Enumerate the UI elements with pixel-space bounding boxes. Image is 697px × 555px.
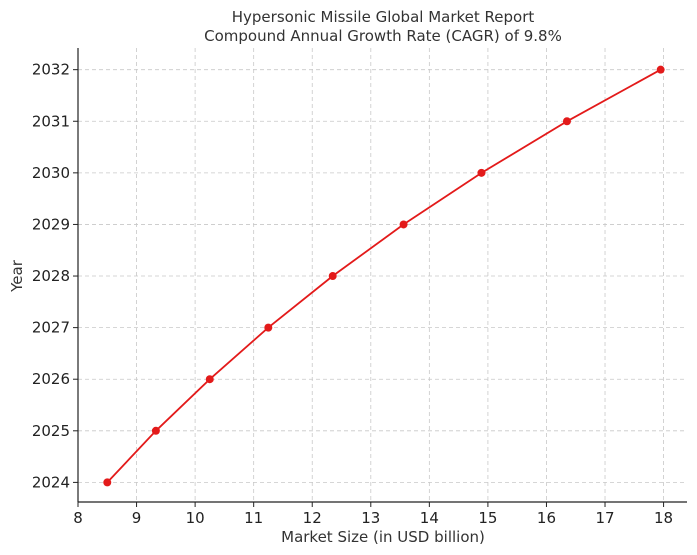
x-tick-label: 15 <box>478 509 497 527</box>
data-point <box>103 478 112 487</box>
data-point <box>205 375 214 384</box>
x-tick-label: 12 <box>303 509 322 527</box>
data-point <box>477 168 486 177</box>
x-tick-label: 17 <box>595 509 614 527</box>
x-tick-label: 16 <box>537 509 556 527</box>
y-tick-label: 2024 <box>32 473 70 491</box>
x-tick-label: 8 <box>73 509 83 527</box>
x-tick-label: 10 <box>186 509 205 527</box>
y-axis-label: Year <box>8 259 26 293</box>
x-tick-label: 9 <box>132 509 142 527</box>
x-tick-label: 14 <box>420 509 439 527</box>
ticks: 8 9 10 11 12 13 14 15 16 17 18 2024 2025 2026 2027 2028… <box>32 61 673 527</box>
data-point <box>151 426 160 435</box>
y-tick-label: 2027 <box>32 319 70 337</box>
y-tick-label: 2028 <box>32 267 70 285</box>
x-tick-label: 13 <box>361 509 380 527</box>
chart-title: Hypersonic Missile Global Market Report <box>232 8 535 26</box>
x-axis-label: Market Size (in USD billion) <box>281 528 485 546</box>
data-point <box>264 323 273 332</box>
x-tick-label: 11 <box>244 509 263 527</box>
data-point <box>562 117 571 126</box>
data-point <box>328 272 337 281</box>
axes <box>77 48 687 503</box>
chart-subtitle: Compound Annual Growth Rate (CAGR) of 9.… <box>204 27 562 45</box>
y-tick-label: 2029 <box>32 215 70 233</box>
x-tick-label: 18 <box>654 509 673 527</box>
grid <box>77 48 687 502</box>
series-layer <box>103 65 665 487</box>
y-tick-label: 2031 <box>32 112 70 130</box>
y-tick-label: 2026 <box>32 370 70 388</box>
data-point <box>656 65 665 74</box>
y-tick-label: 2030 <box>32 164 70 182</box>
y-tick-label: 2032 <box>32 61 70 79</box>
data-point <box>399 220 408 229</box>
y-tick-label: 2025 <box>32 422 70 440</box>
